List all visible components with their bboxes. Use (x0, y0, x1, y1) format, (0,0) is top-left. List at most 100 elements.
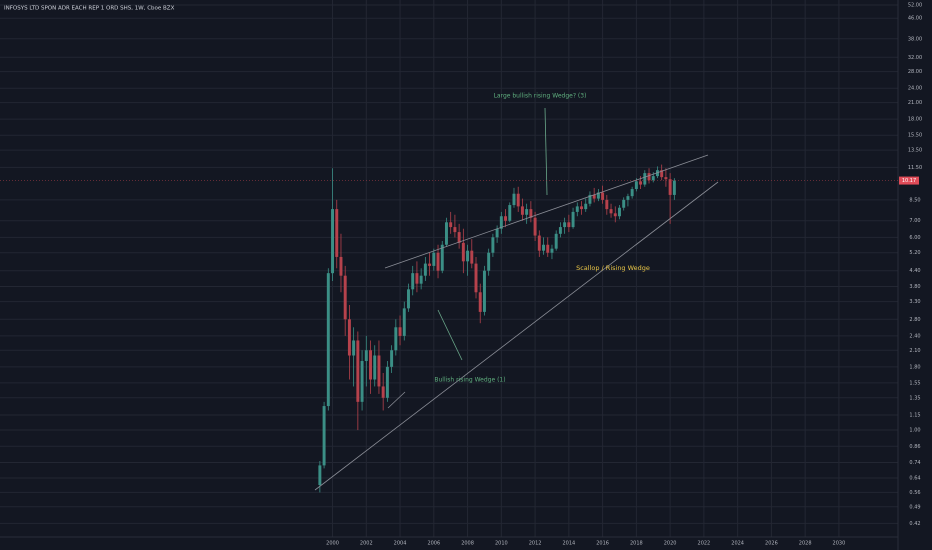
candle-body (622, 199, 626, 208)
candle-body (322, 406, 326, 466)
candle-body (432, 252, 436, 266)
candle-body (428, 263, 432, 266)
candle-body (360, 361, 364, 402)
x-tick-label: 2002 (360, 541, 373, 547)
candle-body (613, 213, 617, 217)
candle-body (520, 206, 524, 215)
candle-body (643, 173, 647, 185)
candle-body (580, 206, 583, 210)
x-tick-label: 2020 (664, 541, 677, 547)
candle-body (385, 366, 389, 398)
y-tick-label: 28.00 (908, 69, 922, 75)
y-tick-label: 3.80 (909, 284, 920, 290)
candle-body (326, 273, 330, 407)
candle-body (630, 189, 634, 197)
candle-body (626, 196, 630, 200)
candle-body (647, 173, 651, 181)
y-tick-label: 38.00 (908, 36, 922, 42)
candle-body (318, 465, 322, 486)
y-tick-label: 7.00 (909, 218, 920, 224)
candle-body (668, 179, 672, 195)
candle-body (554, 233, 558, 249)
candle-body (664, 177, 668, 180)
y-tick-label: 52.00 (908, 3, 922, 9)
y-tick-label: 13.50 (908, 148, 922, 154)
candle-body (516, 193, 520, 207)
x-tick-label: 2008 (461, 541, 474, 547)
y-tick-label: 15.50 (908, 133, 922, 139)
candle-body (618, 207, 621, 217)
candle-body (419, 275, 423, 284)
candle-body (423, 263, 427, 276)
candle-body (563, 222, 567, 228)
candle-body (592, 194, 596, 199)
candle-body (504, 216, 508, 221)
candle-body (457, 232, 461, 243)
candle-body (487, 252, 491, 271)
candle-body (411, 273, 415, 290)
y-tick-label: 0.56 (909, 490, 920, 496)
x-tick-label: 2014 (562, 541, 575, 547)
y-tick-label: 8.50 (909, 197, 920, 203)
x-tick-label: 2028 (799, 541, 812, 547)
y-tick-label: 46.00 (908, 16, 922, 22)
candle-body (364, 350, 368, 362)
y-tick-label: 6.00 (909, 235, 920, 241)
candle-body (491, 237, 495, 253)
candle-body (639, 181, 643, 185)
axes: 52.00 46.00 38.00 32.00 28.00 24.00 21.00 18.00… (0, 3, 922, 547)
candle-body (495, 228, 499, 238)
candle-body (478, 292, 482, 312)
x-tick-label: 2010 (495, 541, 508, 547)
y-tick-label: 18.00 (908, 117, 922, 123)
candle-body (449, 222, 453, 228)
annotation: Scallop / Rising Wedge (576, 264, 650, 272)
y-tick-label: 1.55 (909, 380, 920, 386)
candle-body (474, 263, 478, 293)
candle-body (453, 227, 457, 233)
candle-body (571, 211, 575, 228)
chart-title: INFOSYS LTD SPON ADR EACH REP 1 ORD SHS,… (4, 6, 175, 12)
annotation: Large bullish rising Wedge? (3) (494, 93, 587, 100)
x-tick-label: 2022 (698, 541, 711, 547)
y-tick-label: 0.64 (909, 476, 920, 482)
trend-line (314, 181, 719, 491)
candle-body (482, 270, 486, 312)
y-tick-label: 2.80 (909, 317, 920, 323)
candle-body (440, 244, 444, 271)
x-tick-label: 2000 (326, 541, 339, 547)
candle-body (466, 250, 470, 262)
candle-body (381, 386, 385, 398)
x-tick-label: 2006 (427, 541, 440, 547)
candle-body (672, 180, 676, 195)
candle-body (651, 176, 655, 181)
x-tick-label: 2004 (394, 541, 407, 547)
candle-body (444, 222, 448, 245)
y-tick-label: 3.30 (909, 299, 920, 305)
y-tick-label: 4.40 (909, 268, 920, 274)
candle-body (655, 170, 659, 177)
candle-body (339, 256, 343, 276)
x-tick-label: 2012 (529, 541, 542, 547)
candle-body (605, 199, 609, 210)
y-tick-label: 32.00 (908, 55, 922, 61)
candle-body (533, 217, 537, 236)
candle-body (575, 206, 579, 212)
candle-body (546, 244, 550, 253)
y-tick-label: 2.40 (909, 333, 920, 339)
y-tick-label: 5.20 (909, 250, 920, 256)
candle-body (390, 350, 394, 367)
y-tick-label: 0.86 (909, 444, 920, 450)
candle-body (402, 308, 406, 336)
price-badge (899, 176, 919, 185)
candle-body (634, 181, 638, 190)
candle-body (352, 340, 356, 356)
candle-body (567, 222, 571, 228)
candle-body (508, 205, 512, 221)
x-tick-label: 2016 (596, 541, 609, 547)
candle-body (415, 273, 419, 284)
candle-body (550, 248, 554, 253)
y-tick-label: 1.15 (909, 413, 920, 419)
